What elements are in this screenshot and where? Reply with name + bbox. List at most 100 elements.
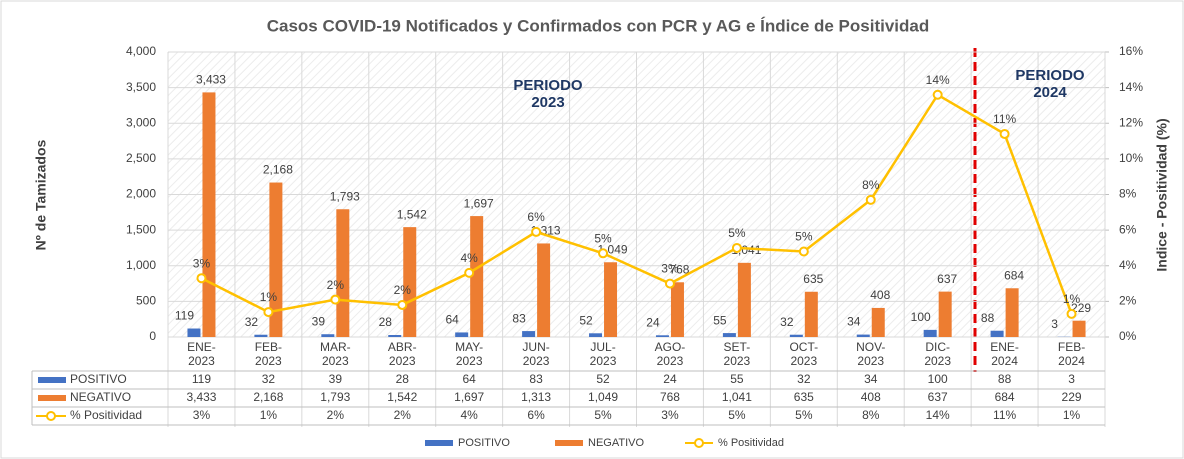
data-label: 3%	[661, 262, 679, 276]
table-cell: 6%	[527, 408, 545, 422]
data-label: 5%	[795, 230, 813, 244]
bar	[1005, 288, 1019, 337]
line-marker	[598, 248, 609, 259]
y-tick-label: 1,500	[126, 222, 156, 236]
table-cell: 2,168	[253, 390, 283, 404]
table-cell: 408	[861, 390, 881, 404]
annotation: PERIODO 2023	[513, 77, 583, 111]
bar	[923, 329, 937, 337]
y-tick-label: 1,000	[126, 258, 156, 272]
y2-tick-label: 2%	[1119, 294, 1137, 308]
line-marker	[798, 246, 809, 257]
data-label: 83	[512, 311, 526, 325]
y-tick-label: 3,500	[126, 80, 156, 94]
table-cell: 28	[396, 372, 410, 386]
data-label: 34	[847, 315, 861, 329]
table-cell: 5%	[594, 408, 612, 422]
line-marker	[1066, 308, 1077, 319]
y2-tick-label: 14%	[1119, 80, 1143, 94]
line-marker	[464, 267, 475, 278]
line-marker	[330, 294, 341, 305]
table-cell: 83	[529, 372, 543, 386]
table-cell: 684	[995, 390, 1015, 404]
line-marker	[263, 307, 274, 318]
table-cell: 55	[730, 372, 744, 386]
bar	[455, 332, 469, 337]
bar	[336, 209, 350, 337]
table-cell: 1,542	[387, 390, 417, 404]
table-cell: 3%	[193, 408, 211, 422]
table-cell: 64	[462, 372, 476, 386]
data-label: 32	[245, 315, 259, 329]
table-cell: 2%	[327, 408, 345, 422]
x-tick-label: ABR-2023	[387, 340, 417, 368]
line-marker	[397, 299, 408, 310]
table-cell: 39	[329, 372, 343, 386]
line	[200, 93, 1073, 315]
bar	[722, 333, 736, 337]
table-cell: 229	[1062, 390, 1082, 404]
bar	[202, 92, 216, 338]
line-marker	[999, 128, 1010, 139]
x-tick-label: FEB-2024	[1057, 340, 1086, 368]
data-label: 2%	[327, 278, 345, 292]
bar	[254, 334, 268, 337]
table-cell: 1%	[260, 408, 278, 422]
data-label: 6%	[527, 210, 545, 224]
bar	[187, 328, 201, 337]
chart-title: Casos COVID-19 Notificados y Confirmados…	[267, 16, 930, 35]
table-cell: 5%	[795, 408, 813, 422]
table-cell: 100	[928, 372, 948, 386]
data-label: 637	[937, 272, 957, 286]
x-tick-label: FEB-2023	[254, 340, 283, 368]
data-label: 1,542	[397, 207, 427, 221]
x-tick-label: ENE-2024	[990, 340, 1019, 368]
table-cell: 637	[928, 390, 948, 404]
x-tick-label: OCT-2023	[789, 340, 819, 368]
y-axis-title: Nº de Tamizados	[33, 139, 49, 250]
line-marker	[865, 194, 876, 205]
bar	[737, 262, 751, 337]
y-tick-label: 500	[136, 294, 156, 308]
bar	[589, 333, 603, 337]
bar	[670, 282, 684, 337]
bar	[938, 291, 952, 337]
table-cell: 1,049	[588, 390, 618, 404]
line-marker	[531, 226, 542, 237]
data-label: 2,168	[263, 163, 293, 177]
data-label: 3%	[193, 256, 211, 270]
bar	[522, 331, 536, 337]
table-cell: 11%	[993, 408, 1016, 422]
y-tick-label: 3,000	[126, 115, 156, 129]
legend-key	[46, 411, 56, 421]
legend-key	[38, 395, 66, 401]
x-tick-label: MAY-2023	[455, 340, 484, 368]
y2-axis-title: Indice - Positividad (%)	[1154, 118, 1170, 271]
bar	[269, 182, 283, 337]
y2-tick-label: 4%	[1119, 258, 1137, 272]
data-label: 768	[669, 262, 689, 276]
data-label: 24	[646, 315, 660, 329]
table-row-name: NEGATIVO	[70, 390, 131, 404]
line-marker	[664, 278, 675, 289]
table-cell: 4%	[461, 408, 479, 422]
bar	[990, 330, 1004, 337]
bar	[789, 334, 803, 337]
x-tick-label: NOV-2023	[856, 340, 886, 368]
x-tick-label: ENE-2023	[187, 340, 216, 368]
legend-label: NEGATIVO	[588, 437, 644, 449]
table-cell: 34	[864, 372, 878, 386]
x-tick-label: DIC-2023	[924, 340, 952, 368]
bar	[388, 335, 402, 337]
data-label: 8%	[862, 178, 880, 192]
table-cell: 3	[1068, 372, 1075, 386]
table-cell: 8%	[862, 408, 880, 422]
data-label: 2%	[394, 283, 412, 297]
data-label: 4%	[461, 251, 479, 265]
x-tick-label: MAR-2023	[319, 340, 351, 368]
x-tick-label: SET-2023	[723, 340, 751, 368]
bar	[655, 335, 669, 337]
legend-label: POSITIVO	[458, 437, 510, 449]
data-label: 1%	[260, 290, 278, 304]
